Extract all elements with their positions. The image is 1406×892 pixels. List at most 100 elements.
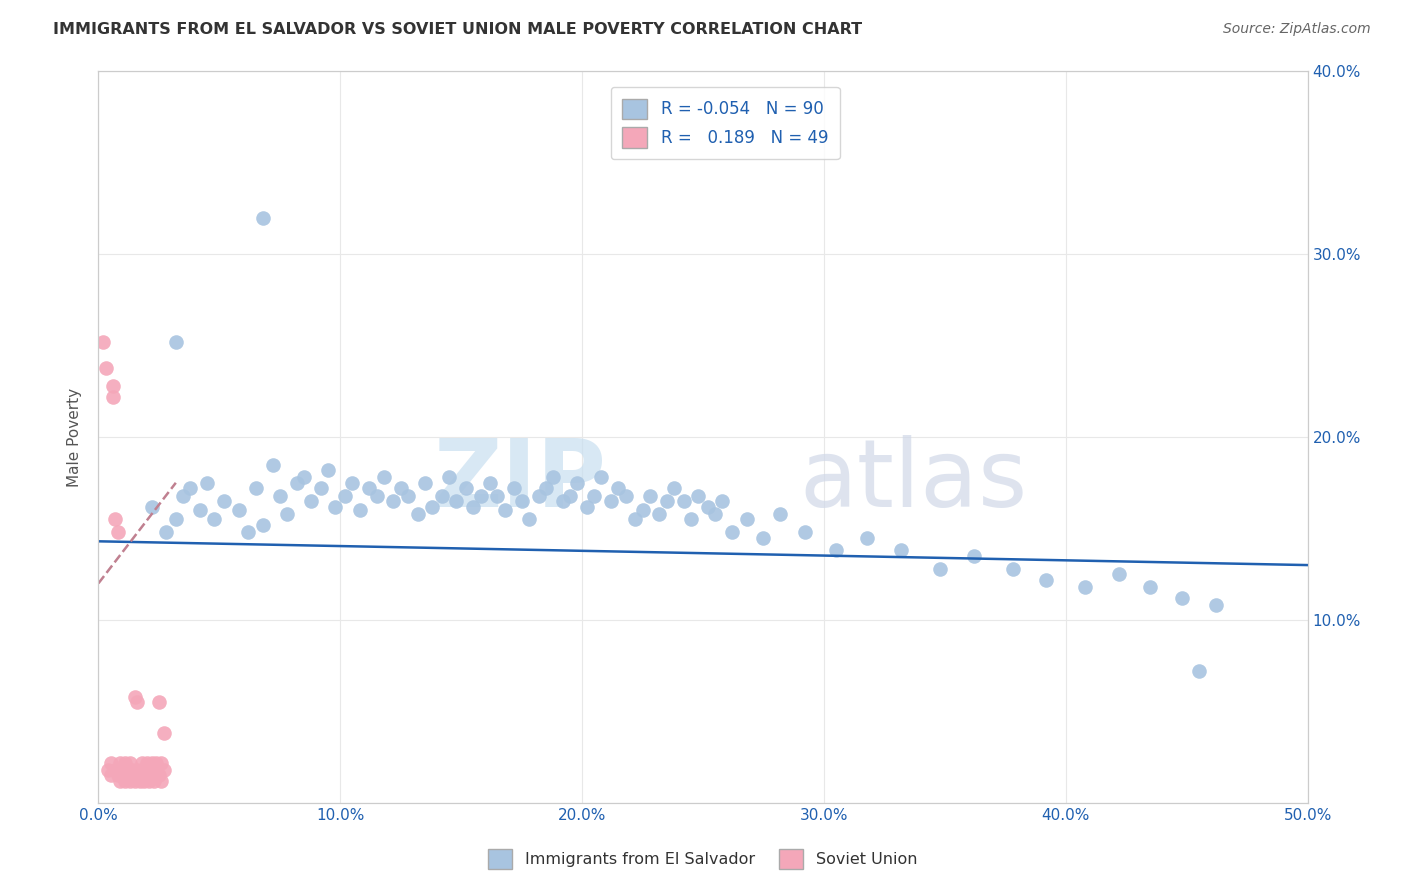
Point — [100, 768, 122, 782]
Point — [454, 481, 477, 495]
Point — [117, 768, 139, 782]
Y-axis label: Male Poverty: Male Poverty — [67, 387, 83, 487]
Point — [420, 500, 443, 514]
Point — [696, 500, 718, 514]
Point — [148, 768, 170, 782]
Point — [150, 773, 173, 788]
Point — [389, 481, 412, 495]
Point — [1074, 580, 1097, 594]
Point — [135, 763, 157, 777]
Point — [366, 489, 388, 503]
Point — [503, 481, 526, 495]
Point — [558, 489, 581, 503]
Point — [325, 500, 347, 514]
Point — [1001, 562, 1024, 576]
Point — [118, 756, 141, 770]
Point — [631, 503, 654, 517]
Point — [101, 390, 124, 404]
Text: ZIP: ZIP — [433, 435, 606, 527]
Point — [128, 768, 150, 782]
Point — [276, 507, 298, 521]
Point — [172, 489, 194, 503]
Point — [104, 763, 127, 777]
Point — [141, 756, 163, 770]
Point — [890, 543, 912, 558]
Point — [446, 494, 468, 508]
Point — [567, 475, 589, 490]
Point — [1188, 664, 1211, 678]
Point — [131, 756, 153, 770]
Point — [107, 768, 129, 782]
Point — [735, 512, 758, 526]
Point — [152, 763, 174, 777]
Point — [262, 458, 284, 472]
Point — [135, 756, 157, 770]
Point — [342, 475, 364, 490]
Point — [382, 494, 405, 508]
Point — [97, 763, 120, 777]
Point — [1171, 591, 1194, 605]
Point — [1205, 599, 1227, 613]
Point — [145, 756, 167, 770]
Point — [145, 763, 167, 777]
Point — [541, 470, 564, 484]
Point — [752, 531, 775, 545]
Point — [575, 500, 598, 514]
Point — [150, 756, 173, 770]
Point — [359, 481, 381, 495]
Point — [204, 512, 226, 526]
Point — [672, 494, 695, 508]
Point — [269, 489, 291, 503]
Point — [825, 543, 848, 558]
Point — [333, 489, 356, 503]
Point — [138, 768, 160, 782]
Point — [100, 756, 122, 770]
Point — [963, 549, 986, 563]
Text: atlas: atlas — [800, 435, 1028, 527]
Point — [624, 512, 647, 526]
Point — [1108, 567, 1130, 582]
Point — [437, 470, 460, 484]
Point — [165, 512, 187, 526]
Point — [614, 489, 637, 503]
Point — [1139, 580, 1161, 594]
Point — [134, 768, 156, 782]
Point — [195, 475, 218, 490]
Point — [856, 531, 879, 545]
Point — [228, 503, 250, 517]
Point — [711, 494, 734, 508]
Point — [704, 507, 727, 521]
Point — [141, 763, 163, 777]
Point — [1035, 573, 1057, 587]
Point — [349, 503, 371, 517]
Point — [165, 334, 187, 349]
Point — [117, 763, 139, 777]
Point — [655, 494, 678, 508]
Point — [430, 489, 453, 503]
Point — [638, 489, 661, 503]
Point — [413, 475, 436, 490]
Point — [121, 768, 143, 782]
Point — [769, 507, 792, 521]
Point — [494, 503, 516, 517]
Point — [134, 773, 156, 788]
Point — [316, 463, 339, 477]
Point — [94, 360, 117, 375]
Point — [104, 512, 127, 526]
Legend: Immigrants from El Salvador, Soviet Union: Immigrants from El Salvador, Soviet Unio… — [482, 843, 924, 875]
Point — [188, 503, 211, 517]
Point — [131, 763, 153, 777]
Point — [285, 475, 308, 490]
Point — [510, 494, 533, 508]
Point — [534, 481, 557, 495]
Point — [662, 481, 685, 495]
Point — [108, 756, 131, 770]
Point — [517, 512, 540, 526]
Point — [155, 525, 177, 540]
Point — [148, 695, 170, 709]
Point — [114, 756, 136, 770]
Text: Source: ZipAtlas.com: Source: ZipAtlas.com — [1223, 22, 1371, 37]
Point — [128, 773, 150, 788]
Point — [252, 211, 274, 225]
Point — [107, 525, 129, 540]
